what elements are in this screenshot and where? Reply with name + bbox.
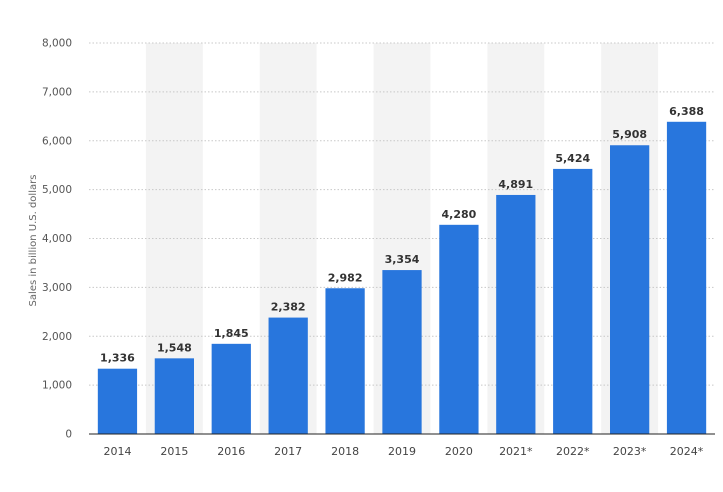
- data-label-2020: 4,280: [442, 208, 477, 221]
- y-tick-label: 2,000: [42, 331, 72, 343]
- y-tick-label: 4,000: [42, 233, 72, 245]
- x-tick-label-2020: 2020: [445, 445, 473, 458]
- data-label-2015: 1,548: [157, 341, 192, 354]
- x-tick-label-2017: 2017: [274, 445, 302, 458]
- data-label-2017: 2,382: [271, 301, 306, 314]
- x-tick-label-2015: 2015: [160, 445, 188, 458]
- data-label-2016: 1,845: [214, 327, 249, 340]
- data-label-2021*: 4,891: [498, 178, 533, 191]
- bar-2017: [268, 317, 308, 434]
- y-axis-title: Sales in billion U.S. dollars: [28, 175, 39, 307]
- data-label-2014: 1,336: [100, 352, 135, 365]
- y-tick-label: 3,000: [42, 282, 72, 294]
- data-label-2018: 2,982: [328, 271, 363, 284]
- x-tick-label-2024*: 2024*: [670, 445, 704, 458]
- bar-2014: [97, 368, 138, 434]
- y-axis-ticks: 0 1,000 2,000 3,000 4,000 5,000 6,000 7,000 8,00…: [42, 38, 72, 441]
- data-label-2022*: 5,424: [555, 152, 590, 165]
- bar-2016: [211, 343, 251, 434]
- x-tick-label-2014: 2014: [103, 445, 131, 458]
- y-tick-label: 7,000: [42, 86, 72, 98]
- x-tick-label-2021*: 2021*: [499, 445, 533, 458]
- x-tick-label-2016: 2016: [217, 445, 245, 458]
- y-tick-label: 6,000: [42, 135, 72, 147]
- bar-2023*: [610, 145, 650, 434]
- data-label-2023*: 5,908: [612, 128, 647, 141]
- bar-2022*: [553, 168, 593, 435]
- bar-2021*: [496, 194, 536, 434]
- data-label-2019: 3,354: [385, 253, 420, 266]
- bar-2018: [325, 288, 365, 434]
- y-tick-label: 1,000: [42, 380, 72, 392]
- x-tick-label-2022*: 2022*: [556, 445, 590, 458]
- bar-2015: [154, 358, 194, 434]
- bar-2019: [382, 270, 422, 434]
- x-tick-label-2018: 2018: [331, 445, 359, 458]
- y-tick-label: 8,000: [42, 38, 72, 50]
- data-labels: 1,336 1,548 1,845 2,382 2,982 3,354 4,280 4,891…: [100, 105, 704, 365]
- x-axis-ticks: 2014 2015 2016 2017 2018 2019 2020 2021* 2022* 20…: [103, 445, 703, 458]
- x-tick-label-2019: 2019: [388, 445, 416, 458]
- y-tick-label: 5,000: [42, 184, 72, 196]
- bar-2020: [439, 224, 479, 434]
- bars: [97, 121, 707, 435]
- y-tick-label: 0: [65, 429, 72, 441]
- data-label-2024*: 6,388: [669, 105, 704, 118]
- bar-2024*: [666, 121, 707, 434]
- x-tick-label-2023*: 2023*: [613, 445, 647, 458]
